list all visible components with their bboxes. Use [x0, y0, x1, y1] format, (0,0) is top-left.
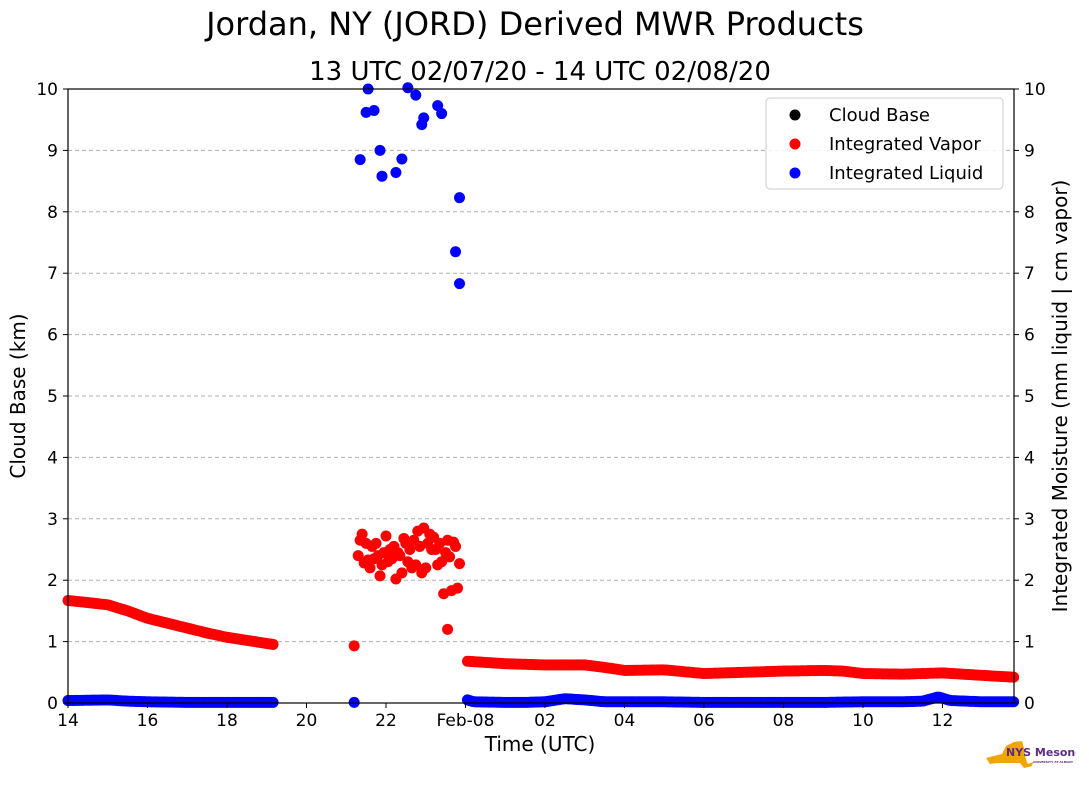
data-point-integrated-liquid — [267, 696, 279, 708]
x-tick-label: 06 — [693, 711, 715, 731]
x-tick-label: 18 — [216, 711, 238, 731]
data-point-integrated-liquid — [454, 278, 466, 290]
chart-subtitle: 13 UTC 02/07/20 - 14 UTC 02/08/20 — [309, 57, 771, 87]
x-tick-label: 10 — [852, 711, 874, 731]
logo-text: NYS Mesonet — [1006, 746, 1076, 759]
y-tick-label-right: 7 — [1024, 264, 1035, 284]
data-point-integrated-vapor — [452, 582, 464, 594]
data-point-integrated-vapor — [420, 562, 432, 574]
data-point-integrated-vapor — [380, 530, 392, 542]
data-point-integrated-liquid — [410, 89, 422, 101]
data-point-integrated-vapor — [370, 537, 382, 549]
x-tick-label: Feb-08 — [437, 711, 495, 731]
y-tick-label: 7 — [47, 264, 58, 284]
data-point-integrated-vapor — [348, 640, 360, 652]
series-integrated-liquid — [62, 82, 1020, 708]
data-point-integrated-vapor — [394, 550, 406, 562]
data-series — [62, 82, 1020, 708]
y-tick-label-right: 0 — [1024, 694, 1035, 714]
y-tick-label: 3 — [47, 510, 58, 530]
data-point-integrated-liquid — [396, 153, 408, 165]
data-point-integrated-liquid — [454, 192, 466, 204]
x-axis-label: Time (UTC) — [484, 732, 596, 756]
y-tick-label: 10 — [36, 80, 58, 100]
data-point-integrated-vapor — [454, 558, 466, 570]
x-tick-label: 20 — [296, 711, 318, 731]
y-tick-label: 1 — [47, 633, 58, 653]
data-point-integrated-vapor — [352, 550, 364, 562]
y-tick-label-right: 5 — [1024, 387, 1035, 407]
y-tick-label-right: 6 — [1024, 326, 1035, 346]
y-tick-label-right: 3 — [1024, 510, 1035, 530]
x-tick-label: 08 — [773, 711, 795, 731]
legend-marker-cloud-base — [789, 109, 801, 121]
data-point-integrated-liquid — [354, 154, 366, 166]
x-tick-label: 22 — [375, 711, 397, 731]
y-tick-label-right: 4 — [1024, 448, 1035, 468]
data-point-integrated-vapor — [404, 544, 416, 555]
gridlines — [68, 88, 1014, 704]
legend-marker-integrated-vapor — [789, 138, 801, 150]
y-tick-label: 0 — [47, 694, 58, 714]
legend-box — [765, 97, 1004, 190]
data-point-integrated-vapor — [374, 570, 386, 582]
x-tick-label: 14 — [57, 711, 79, 731]
legend-label-cloud-base: Cloud Base — [829, 105, 930, 126]
data-point-integrated-vapor — [356, 528, 368, 540]
data-point-integrated-liquid — [390, 167, 402, 179]
y-tick-label: 9 — [47, 141, 58, 161]
legend-marker-integrated-liquid — [789, 167, 801, 179]
data-point-integrated-vapor — [436, 556, 448, 568]
y-tick-label-right: 8 — [1024, 203, 1035, 223]
ny-state-shape-icon — [986, 741, 1033, 768]
data-point-integrated-vapor — [450, 540, 462, 552]
chart-title: Jordan, NY (JORD) Derived MWR Products — [204, 5, 864, 43]
x-tick-label: 02 — [534, 711, 556, 731]
y-tick-label: 4 — [47, 448, 58, 468]
y-tick-label-right: 2 — [1024, 571, 1035, 591]
y-tick-label-right: 1 — [1024, 633, 1035, 653]
x-tick-label: 12 — [932, 711, 954, 731]
data-point-integrated-vapor — [442, 623, 454, 635]
y-tick-label: 8 — [47, 203, 58, 223]
data-point-integrated-vapor — [267, 638, 279, 650]
series-integrated-vapor — [62, 522, 1020, 683]
y-axis-label: Cloud Base (km) — [6, 313, 30, 478]
data-point-integrated-liquid — [450, 246, 462, 258]
logo-subtext: UNIVERSITY AT ALBANY — [1033, 760, 1074, 764]
y-tick-label: 6 — [47, 326, 58, 346]
data-point-integrated-liquid — [418, 112, 430, 124]
y-tick-label-right: 9 — [1024, 141, 1035, 161]
x-tick-label: 16 — [137, 711, 159, 731]
data-point-integrated-liquid — [402, 82, 414, 94]
data-point-integrated-liquid — [348, 696, 360, 708]
nys-mesonet-logo: NYS Mesonet UNIVERSITY AT ALBANY — [986, 741, 1076, 768]
y-axis-label-right: Integrated Moisture (mm liquid | cm vapo… — [1048, 180, 1072, 613]
legend: Cloud Base Integrated Vapor Integrated Liq… — [765, 97, 1004, 190]
data-point-integrated-liquid — [436, 108, 448, 120]
legend-label-integrated-vapor: Integrated Vapor — [829, 134, 981, 155]
y-tick-label-right: 10 — [1024, 80, 1046, 100]
y-tick-label: 2 — [47, 571, 58, 591]
data-point-integrated-vapor — [364, 562, 376, 574]
legend-label-integrated-liquid: Integrated Liquid — [829, 163, 983, 184]
y-tick-label: 5 — [47, 387, 58, 407]
x-tick-label: 04 — [614, 711, 636, 731]
data-point-integrated-liquid — [368, 104, 380, 116]
data-point-integrated-vapor — [444, 551, 456, 563]
data-point-integrated-liquid — [376, 170, 388, 182]
data-point-integrated-vapor — [396, 567, 408, 579]
data-point-integrated-liquid — [374, 144, 386, 156]
data-point-integrated-vapor — [410, 559, 422, 571]
